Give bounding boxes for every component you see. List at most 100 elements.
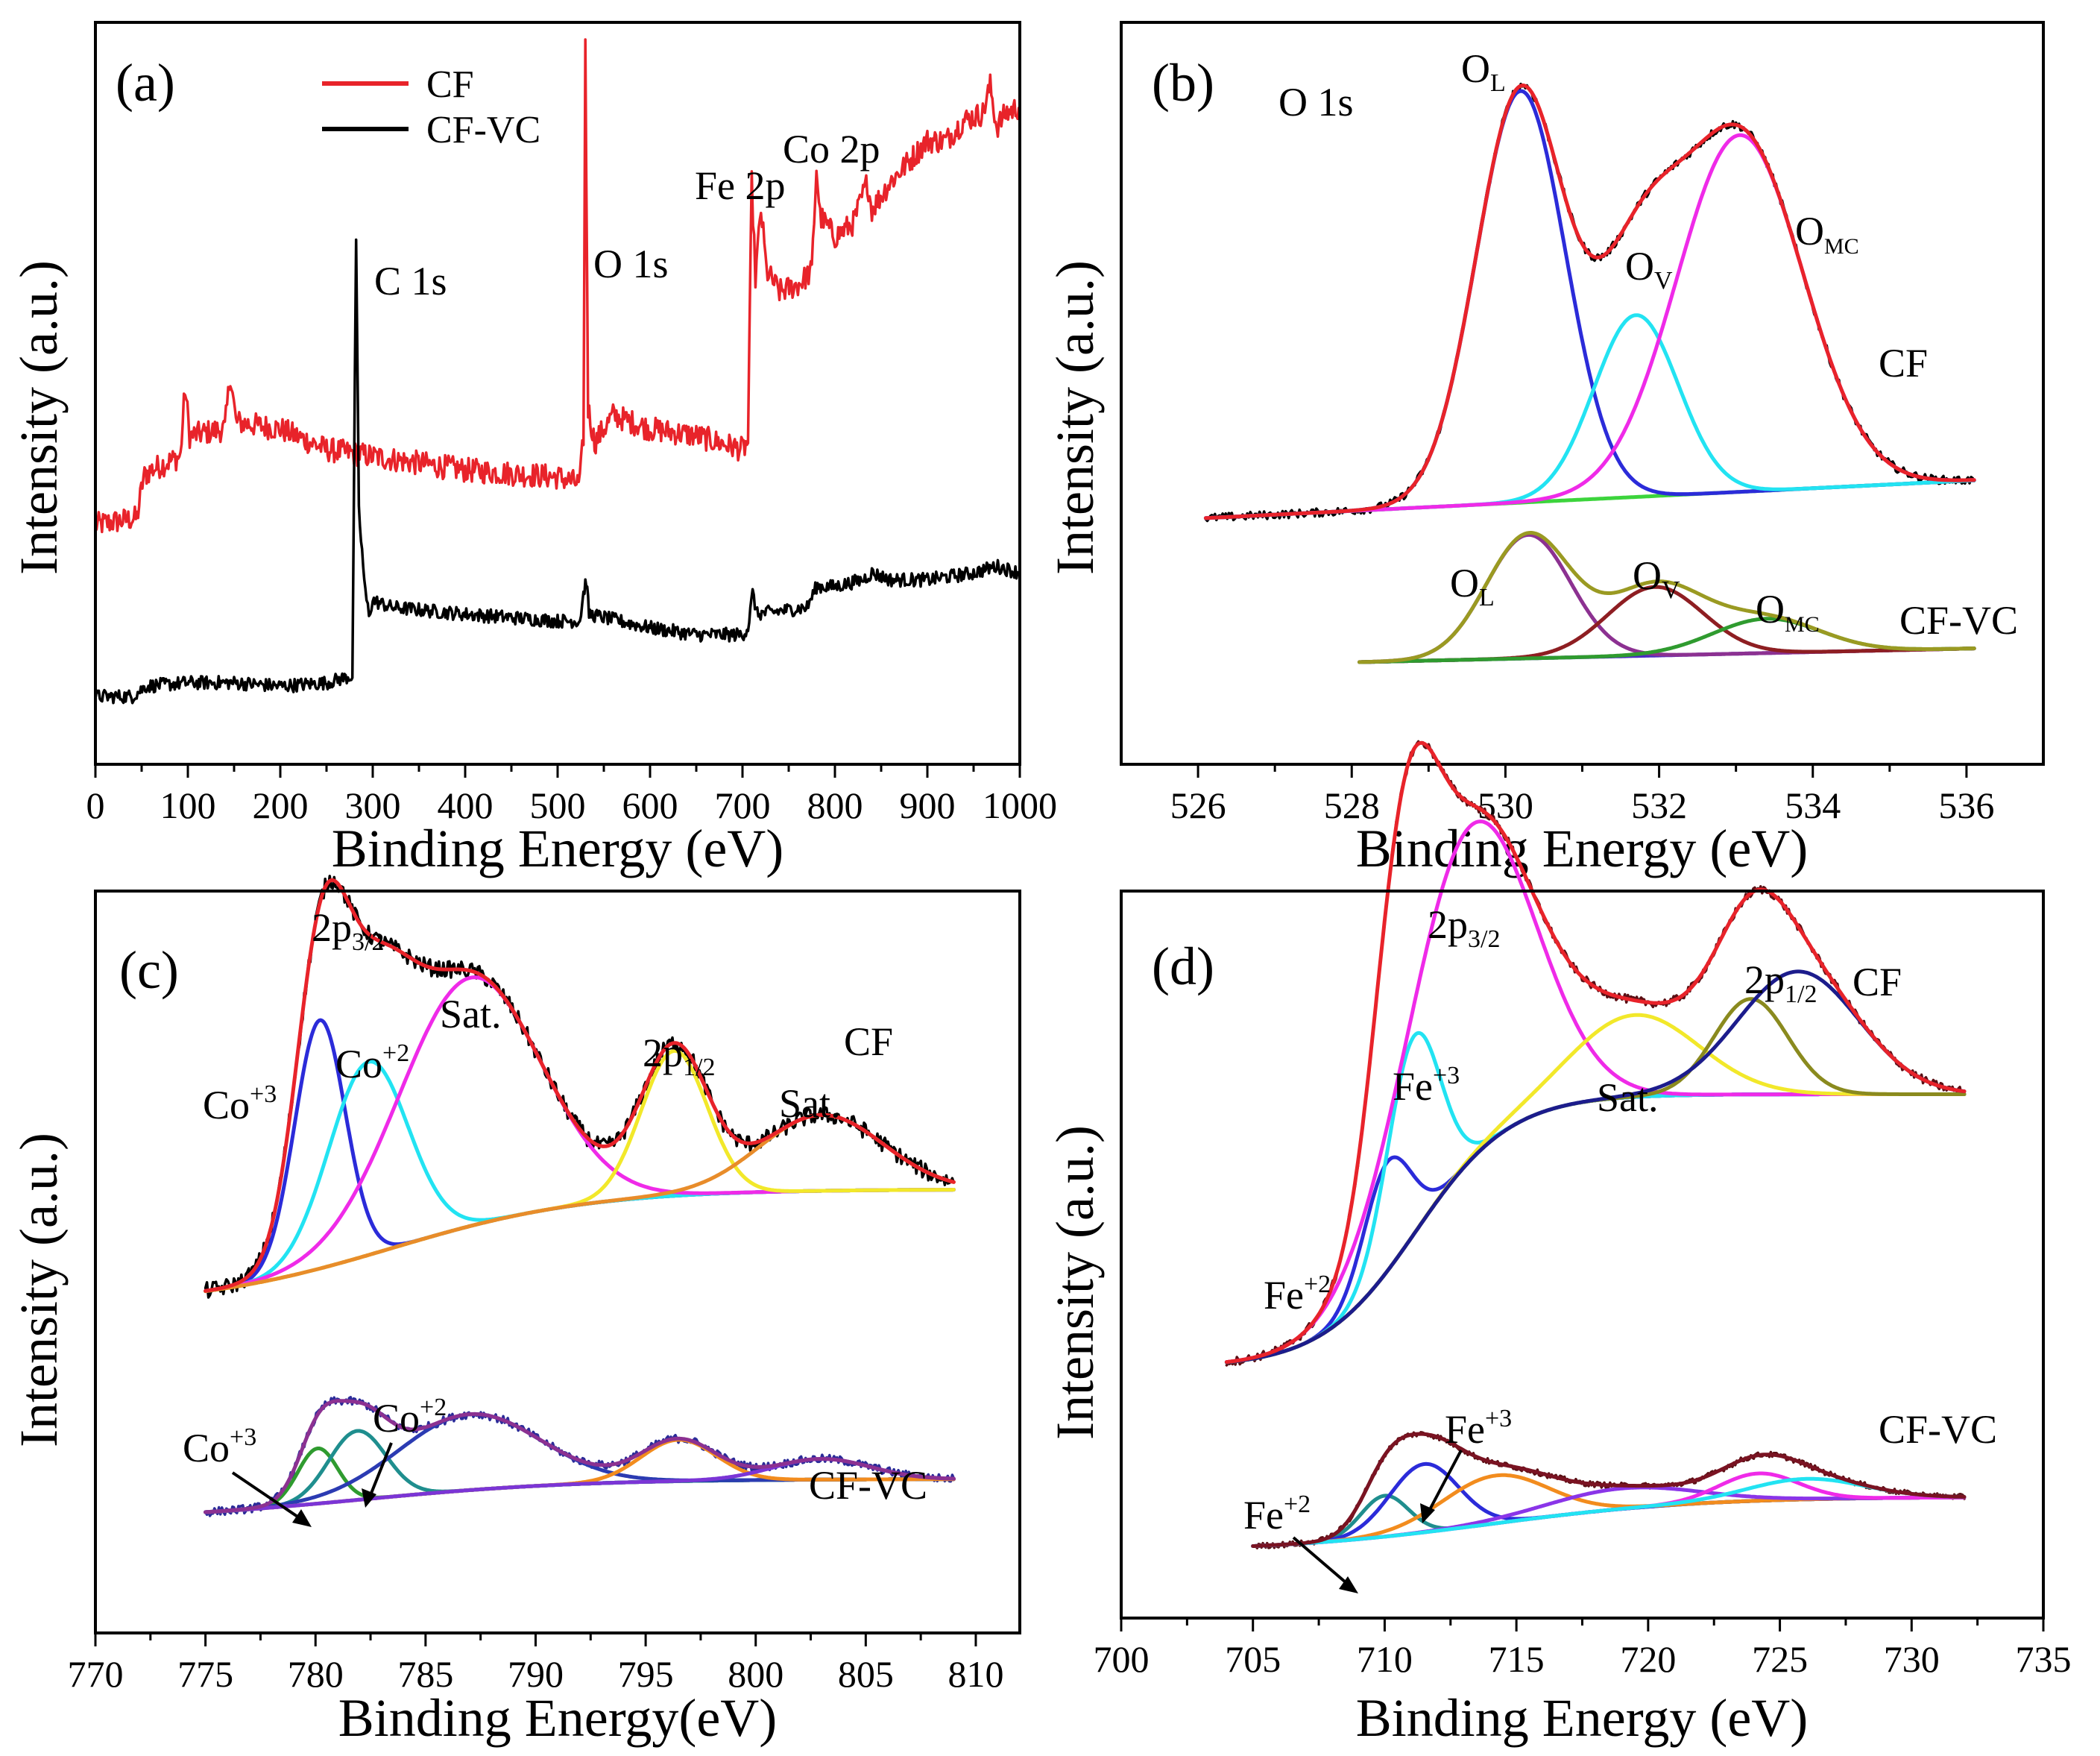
- panel-b-plot-area: 526 528 530 532 534 536: [1170, 82, 1994, 826]
- panel-d-plot-area: 700 705 710 715 720 725 730 735: [1094, 740, 2072, 1680]
- panel-c-annotation: Co+2: [373, 1394, 447, 1441]
- panel-c-ylabel: Intensity (a.u.): [9, 1133, 69, 1447]
- x-tick-label: 536: [1938, 784, 1994, 826]
- x-tick-label: 200: [253, 784, 309, 826]
- svg-text:Fe+3: Fe+3: [1393, 1062, 1460, 1109]
- x-tick-label: 720: [1620, 1638, 1676, 1680]
- x-tick-label: 1000: [983, 784, 1057, 826]
- x-tick-label: 800: [728, 1653, 783, 1695]
- svg-text:Fe+2: Fe+2: [1243, 1491, 1311, 1538]
- co3-arrow: [231, 1471, 306, 1523]
- co2-arrowhead-icon: [362, 1488, 376, 1508]
- x-tick-label: 810: [947, 1653, 1003, 1695]
- panel-b-ylabel: Intensity (a.u.): [1045, 260, 1105, 575]
- svg-text:2p3/2: 2p3/2: [1428, 902, 1500, 953]
- panel-b-annotation: CF-VC: [1899, 598, 2018, 643]
- panel-c-annotation: Co+3: [203, 1080, 277, 1127]
- panel-c-xlabel: Binding Energy(eV): [338, 1688, 778, 1748]
- panel-b-annotation: OV: [1625, 244, 1673, 295]
- envelope-line-cf-vc: [1358, 531, 1976, 664]
- panel-b-annotation: OMC: [1756, 587, 1820, 637]
- x-tick-label: 730: [1884, 1638, 1940, 1680]
- panel-a-plot-area: 0 100 200 300 400 500 600 700 800 900 1000: [86, 38, 1057, 826]
- component-line-cf: [204, 1113, 956, 1294]
- svg-text:Fe+3: Fe+3: [1445, 1405, 1512, 1452]
- panel-a-legend: CF CF-VC: [322, 63, 540, 151]
- x-tick-label: 700: [715, 784, 771, 826]
- panel-d-annotation: 2p3/2: [1428, 902, 1500, 953]
- panel-c: Intensity (a.u.) 770 775 780 785 790 795 800 80…: [9, 875, 1021, 1748]
- svg-text:2p1/2: 2p1/2: [643, 1030, 715, 1081]
- panel-d-annotation: Sat.: [1597, 1075, 1659, 1120]
- panel-b-frame: [1120, 21, 2045, 766]
- panel-a-annotation: C 1s: [374, 259, 447, 303]
- svg-text:Co+3: Co+3: [203, 1080, 277, 1127]
- x-tick-label: 900: [900, 784, 956, 826]
- panel-d-ylabel: Intensity (a.u.): [1045, 1125, 1105, 1440]
- panel-d-annotation: Fe+2: [1243, 1491, 1311, 1538]
- panel-b-annotation: OV: [1633, 553, 1680, 604]
- panel-d-annotation: CF-VC: [1879, 1407, 1997, 1452]
- panel-c-annotation: Sat.: [440, 992, 502, 1036]
- panel-d-annotation: Fe+3: [1393, 1062, 1460, 1109]
- co3-arrowhead-icon: [292, 1509, 312, 1527]
- panel-d-xlabel: Binding Energy (eV): [1356, 1688, 1809, 1748]
- svg-text:2p1/2: 2p1/2: [1744, 957, 1817, 1008]
- panel-c-annotation: CF-VC: [809, 1463, 927, 1508]
- panel-b-title: O 1s: [1278, 80, 1354, 125]
- envelope-line-cf: [1203, 84, 1976, 520]
- component-line-cf: [1224, 969, 1967, 1365]
- svg-text:Co+3: Co+3: [183, 1423, 256, 1470]
- panel-a-annotation: O 1s: [593, 242, 669, 286]
- panel-d-annotation: Fe+2: [1264, 1271, 1331, 1318]
- panel-c-annotation: Co+2: [335, 1039, 409, 1086]
- panel-a-annotation: Co 2p: [783, 127, 880, 171]
- x-tick-label: 400: [438, 784, 494, 826]
- svg-text:Fe+2: Fe+2: [1264, 1271, 1331, 1318]
- panel-c-annotation: Sat.: [779, 1081, 841, 1126]
- panel-d-frame: [1120, 890, 2045, 1620]
- panel-d-annotation: Fe+3: [1445, 1405, 1512, 1452]
- panel-a-label: (a): [116, 53, 175, 113]
- panel-c-frame: [94, 890, 1021, 1634]
- panel-b-annotation: OL: [1461, 46, 1506, 97]
- co2-arrow: [368, 1442, 393, 1499]
- component-line-cf: [1203, 89, 1976, 520]
- x-tick-label: 700: [1094, 1638, 1150, 1680]
- svg-text:OL: OL: [1461, 46, 1506, 97]
- envelope-line-cf: [1224, 740, 1967, 1365]
- svg-text:2p3/2: 2p3/2: [312, 905, 384, 956]
- x-tick-label: 725: [1752, 1638, 1808, 1680]
- x-tick-label: 300: [345, 784, 401, 826]
- panel-a-xlabel: Binding Energy (eV): [332, 819, 784, 878]
- panel-d-annotation: 2p1/2: [1744, 957, 1817, 1008]
- svg-text:Co+2: Co+2: [335, 1039, 409, 1086]
- x-tick-label: 526: [1170, 784, 1226, 826]
- panel-c-annotation: 2p3/2: [312, 905, 384, 956]
- component-line-cf: [1203, 133, 1976, 520]
- panel-b-xlabel: Binding Energy (eV): [1356, 819, 1809, 878]
- x-tick-label: 534: [1785, 784, 1841, 826]
- x-tick-label: 528: [1324, 784, 1380, 826]
- fe3-arrow: [1426, 1450, 1463, 1514]
- x-tick-label: 770: [68, 1653, 124, 1695]
- x-tick-label: 532: [1631, 784, 1687, 826]
- x-tick-label: 0: [86, 784, 105, 826]
- panel-d-label: (d): [1152, 937, 1214, 996]
- panel-d: Intensity (a.u.) 700 705 710 715 720 725 730 73…: [1045, 740, 2072, 1748]
- svg-text:OMC: OMC: [1756, 587, 1820, 637]
- panel-c-plot-area: 770 775 780 785 790 795 800 805 810: [68, 875, 1003, 1695]
- series-line-cf-vc: [94, 238, 1021, 705]
- raw-data-cf: [1204, 82, 1976, 523]
- panel-b-annotation: OMC: [1795, 209, 1859, 259]
- envelope-line-cf-vc: [204, 1399, 956, 1514]
- component-line-cf: [204, 1048, 956, 1294]
- x-tick-label: 710: [1357, 1638, 1413, 1680]
- legend-cfvc-label: CF-VC: [426, 109, 540, 151]
- x-tick-label: 780: [288, 1653, 344, 1695]
- x-tick-label: 735: [2016, 1638, 2072, 1680]
- panel-c-annotation: CF: [844, 1019, 893, 1064]
- x-tick-label: 705: [1225, 1638, 1281, 1680]
- component-line-cf: [204, 1060, 956, 1293]
- panel-c-annotation: Co+3: [183, 1423, 256, 1470]
